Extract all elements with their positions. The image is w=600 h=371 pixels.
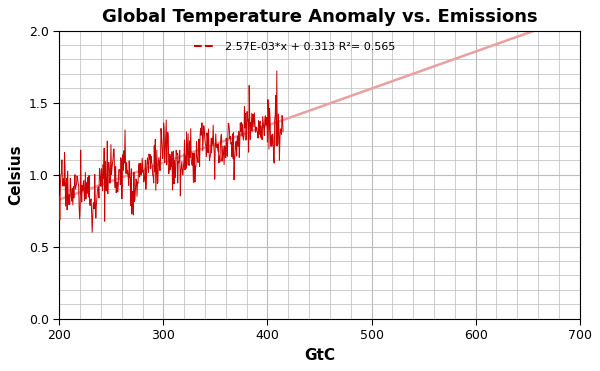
Y-axis label: Celsius: Celsius xyxy=(8,144,23,205)
Title: Global Temperature Anomaly vs. Emissions: Global Temperature Anomaly vs. Emissions xyxy=(101,8,537,26)
Legend: 2.57E-03*x + 0.313 R²= 0.565: 2.57E-03*x + 0.313 R²= 0.565 xyxy=(190,38,400,56)
X-axis label: GtC: GtC xyxy=(304,348,335,363)
